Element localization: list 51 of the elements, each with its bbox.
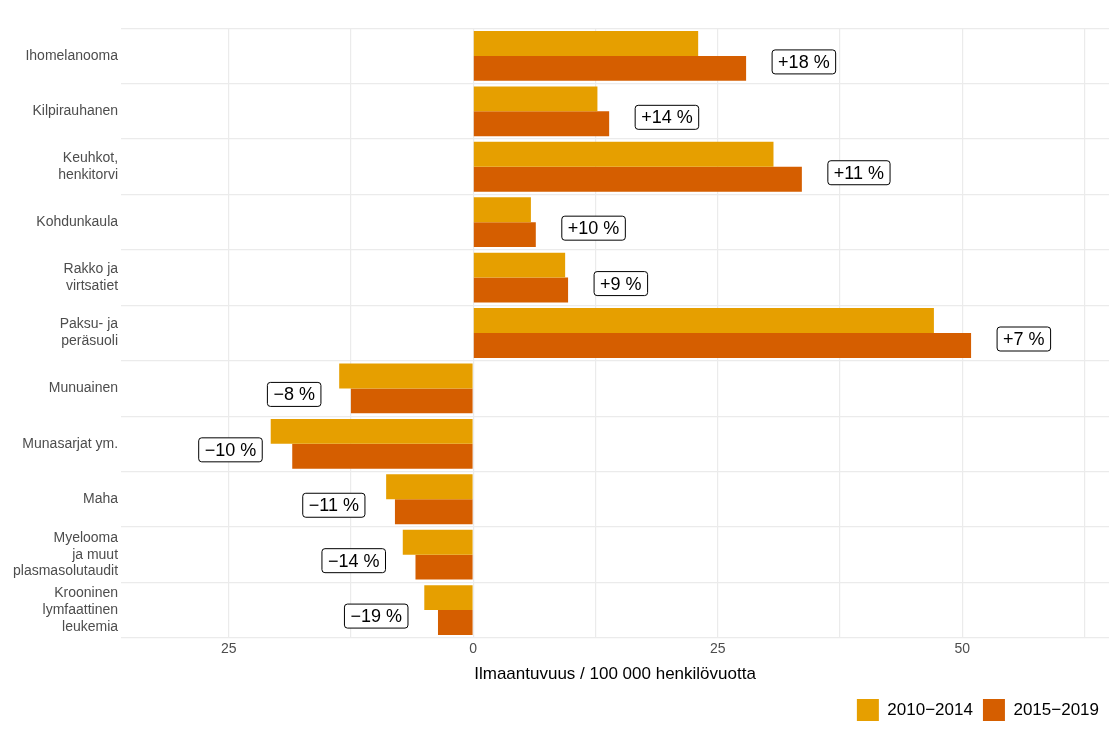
bar	[473, 141, 774, 167]
bar	[270, 418, 473, 444]
y-tick-label: Krooninen lymfaattinen leukemia	[42, 584, 119, 634]
annotation: −10 %	[204, 439, 257, 460]
bar	[424, 585, 473, 611]
x-tick-label: 50	[954, 640, 971, 657]
bar	[437, 610, 473, 636]
y-tick-label: Kohdunkaula	[36, 213, 119, 230]
x-tick-label: 25	[220, 640, 237, 657]
legend-label: 2010−2014	[887, 699, 973, 719]
bar	[394, 499, 473, 525]
bar	[473, 277, 569, 303]
annotation: +7 %	[1003, 328, 1045, 349]
y-tick-label: Keuhkot, henkitorvi	[58, 149, 119, 182]
x-axis-title: Ilmaantuvuus / 100 000 henkilövuotta	[474, 664, 757, 684]
annotation: +9 %	[600, 273, 642, 294]
annotation: −8 %	[273, 384, 315, 405]
y-tick-label: Kilpirauhanen	[32, 102, 119, 119]
y-tick-label: Myelooma ja muut plasmasolutaudit	[13, 528, 119, 579]
y-tick-label: Rakko ja virtsatiet	[63, 260, 119, 293]
annotation: −19 %	[350, 606, 402, 627]
y-tick-label: Munasarjat ym.	[22, 434, 119, 451]
x-tick-label: 25	[709, 640, 726, 657]
y-tick-label: Ihomelanooma	[25, 46, 119, 63]
annotation: −11 %	[308, 495, 359, 516]
legend-label: 2015−2019	[1013, 699, 1100, 719]
annotation: +18 %	[778, 51, 830, 72]
bar	[350, 388, 473, 414]
bar	[473, 55, 747, 81]
bar	[386, 474, 473, 500]
annotation: +11 %	[833, 162, 885, 183]
annotation: −14 %	[327, 550, 380, 571]
bar	[473, 166, 802, 192]
bar	[402, 529, 473, 555]
bar	[473, 111, 610, 137]
bar	[473, 222, 536, 248]
bar	[473, 333, 972, 358]
bar	[473, 308, 934, 333]
bar	[415, 554, 473, 580]
x-tick-label: 0	[469, 640, 478, 657]
bar	[473, 86, 598, 112]
y-tick-label: Munuainen	[48, 379, 119, 396]
y-tick-label: Paksu- ja peräsuoli	[59, 315, 119, 349]
annotation: +14 %	[641, 107, 693, 128]
y-tick-label: Maha	[83, 490, 119, 507]
bar	[339, 363, 473, 389]
annotation: +10 %	[567, 218, 620, 239]
bar	[292, 443, 473, 469]
bar	[473, 197, 531, 223]
bar	[473, 30, 699, 56]
bar	[473, 252, 566, 278]
